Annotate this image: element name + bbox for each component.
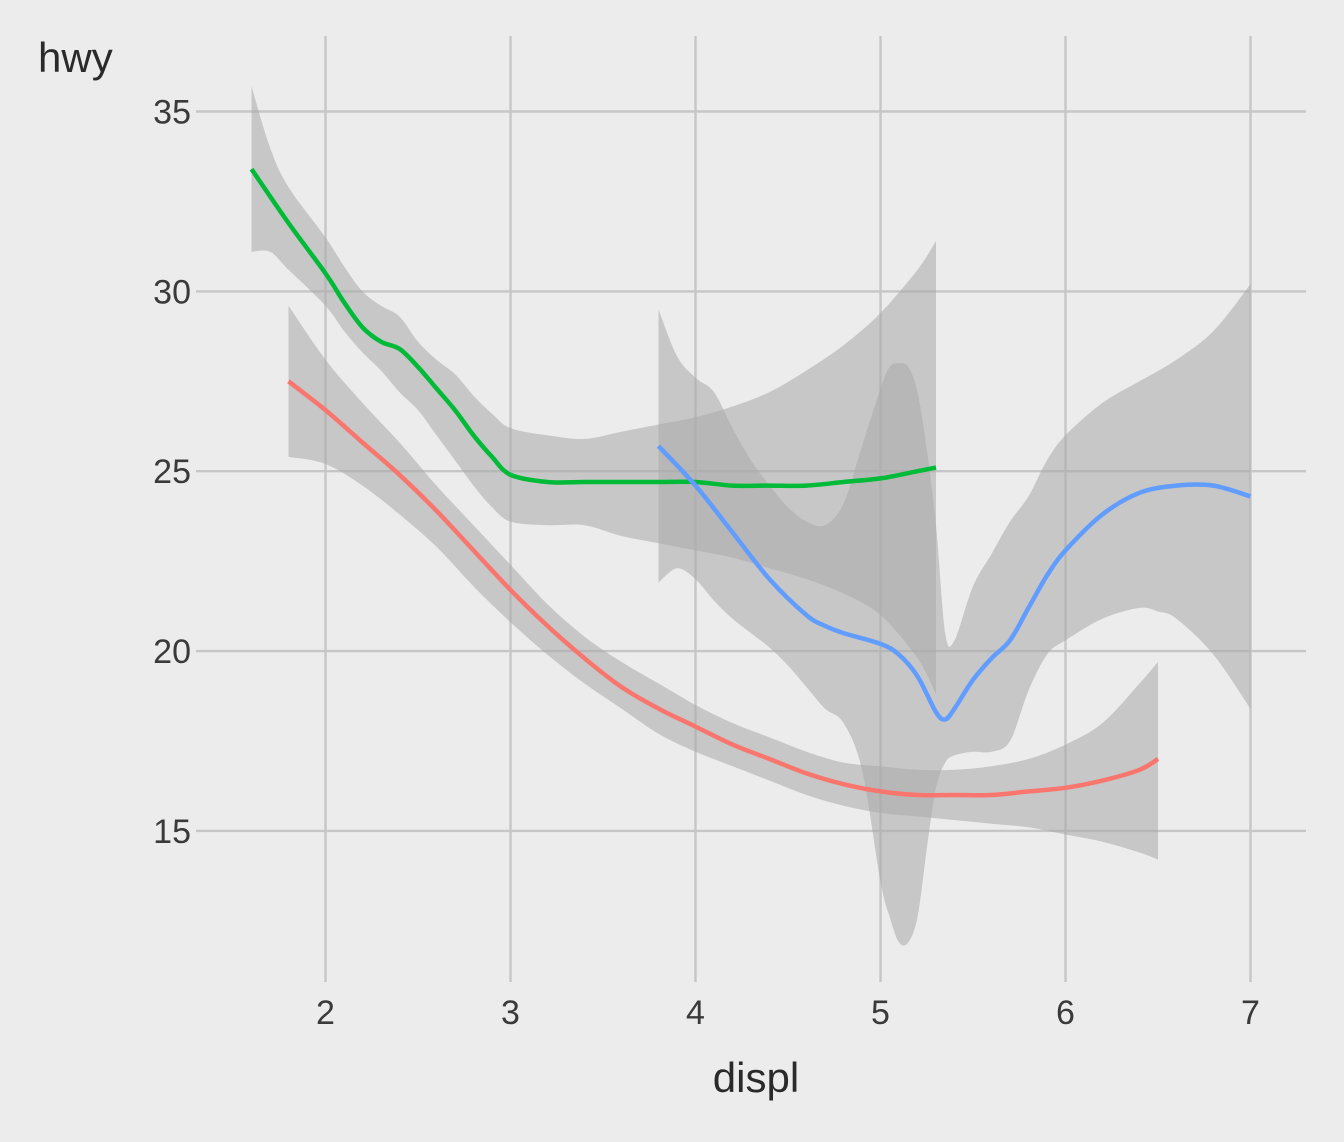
- series-line-2: [249, 167, 937, 489]
- series-lines: [249, 167, 1252, 798]
- x-tick-label-4: 4: [686, 994, 705, 1032]
- confidence-bands: [251, 86, 1251, 946]
- x-tick-label-7: 7: [1241, 994, 1260, 1032]
- series-line-3: [656, 444, 1252, 722]
- confidence-band-3: [658, 284, 1251, 946]
- confidence-band-1: [288, 305, 1158, 860]
- series-line-1: [287, 379, 1160, 798]
- y-tick-label-20: 20: [153, 633, 191, 671]
- y-tick-label-35: 35: [153, 94, 191, 132]
- y-tick-label-15: 15: [153, 813, 191, 851]
- y-axis-title: hwy: [38, 34, 113, 81]
- tick-labels: 2 3 4 5 6 7 15 20 25 30 35: [153, 94, 1260, 1033]
- x-tick-label-6: 6: [1056, 994, 1075, 1032]
- x-tick-label-3: 3: [501, 994, 520, 1032]
- y-tick-label-30: 30: [153, 273, 191, 311]
- y-tick-label-25: 25: [153, 453, 191, 491]
- x-axis-title: displ: [713, 1054, 799, 1101]
- x-tick-label-5: 5: [871, 994, 890, 1032]
- x-tick-label-2: 2: [316, 994, 335, 1032]
